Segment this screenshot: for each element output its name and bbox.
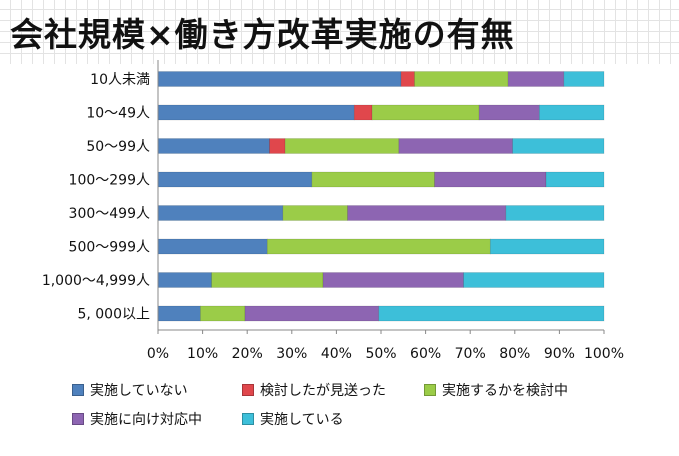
bar-segment [378, 305, 605, 322]
bar-segment [414, 71, 509, 87]
bar-segment [157, 205, 284, 221]
legend-item: 実施していない [72, 380, 188, 400]
bar-segment [512, 138, 605, 154]
bar-segment [371, 104, 480, 121]
bar-segment [157, 171, 313, 188]
legend-item: 検討したが見送った [242, 380, 386, 400]
x-tick-label: 90% [544, 346, 575, 362]
x-tick-label: 50% [365, 346, 396, 362]
legend-item: 実施するかを検討中 [424, 380, 568, 400]
bar-segment [545, 171, 605, 188]
stacked-bar-chart: 10人未満 10～49人 50～99人 100～299人 300～499人 500～999… [42, 60, 624, 362]
x-tick-label: 70% [455, 346, 486, 362]
bar-segment [284, 138, 400, 154]
legend-swatch [72, 384, 84, 396]
bar-segment [398, 138, 513, 154]
category-label: 5, 000以上 [77, 307, 150, 323]
bar-segment [157, 272, 212, 288]
bar-segment [311, 171, 435, 188]
category-label: 10～49人 [86, 106, 150, 122]
title-background [0, 0, 679, 64]
bar-segment [244, 305, 380, 322]
bar-segment [269, 138, 286, 154]
bar-segment [200, 305, 246, 322]
bar-segment [353, 104, 373, 121]
category-label: 100～299人 [69, 173, 150, 189]
x-tick-label: 80% [499, 346, 530, 362]
x-tick-label: 0% [147, 346, 169, 362]
bar-segment [434, 171, 547, 188]
legend-label: 実施するかを検討中 [442, 383, 568, 399]
x-tick-label: 60% [410, 346, 441, 362]
legend-label: 実施している [260, 412, 344, 428]
legend-swatch [424, 384, 436, 396]
bar-segment [266, 238, 491, 255]
legend-swatch [72, 413, 84, 425]
bar-segment [489, 238, 605, 255]
bar-segment [322, 272, 464, 288]
bar-segment [157, 238, 268, 255]
x-tick-label: 40% [321, 346, 352, 362]
bar-segment [347, 205, 507, 221]
bar-segment [157, 305, 201, 322]
bar-segment [478, 104, 540, 121]
legend-label: 実施していない [90, 383, 188, 399]
bar-segment [539, 104, 605, 121]
category-label: 1,000～4,999人 [42, 273, 150, 289]
legend-label: 検討したが見送った [260, 383, 386, 399]
legend-item: 実施している [242, 409, 344, 429]
legend-item: 実施に向け対応中 [72, 409, 202, 429]
bar-segment [563, 71, 605, 87]
category-label: 300～499人 [69, 206, 150, 222]
category-label: 10人未満 [90, 72, 150, 88]
x-tick-label: 100% [584, 346, 624, 362]
x-tick-label: 10% [187, 346, 218, 362]
bar-segment [507, 71, 565, 87]
bar-segment [282, 205, 348, 221]
bar-segment [157, 138, 270, 154]
bar-segment [505, 205, 605, 221]
x-tick-label: 30% [276, 346, 307, 362]
legend-label: 実施に向け対応中 [90, 412, 202, 428]
bar-segment [211, 272, 324, 288]
bar-segment [400, 71, 415, 87]
bar-segment [157, 71, 402, 87]
legend-swatch [242, 413, 254, 425]
category-label: 50～99人 [86, 139, 150, 155]
chart-title: 会社規模×働き方改革実施の有無 [10, 15, 515, 54]
bar-segment [157, 104, 355, 121]
legend-swatch [242, 384, 254, 396]
bar-segment [463, 272, 605, 288]
category-label: 500～999人 [69, 240, 150, 256]
x-tick-label: 20% [232, 346, 263, 362]
